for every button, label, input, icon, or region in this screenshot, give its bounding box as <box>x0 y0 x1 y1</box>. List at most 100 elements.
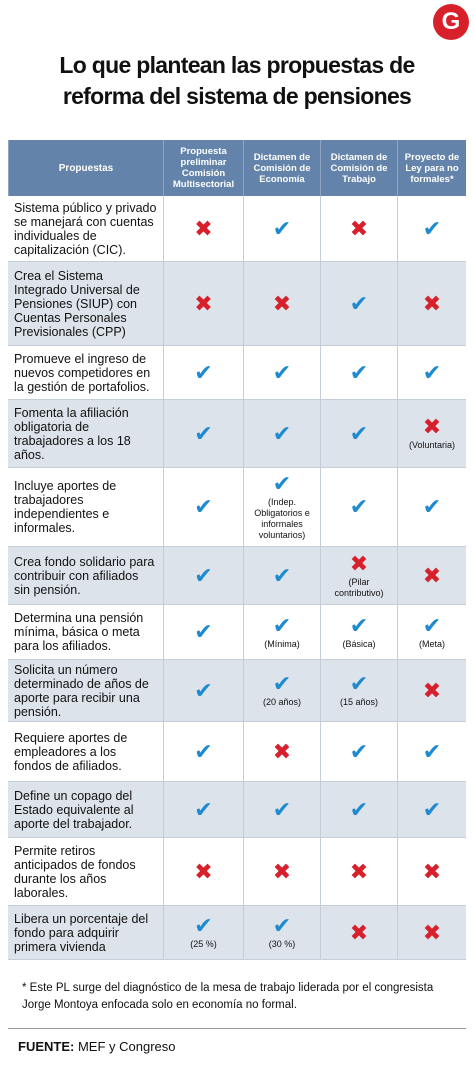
status-cell: ✔ (Mínima) <box>243 605 320 659</box>
status-icon: ✔ <box>349 796 369 822</box>
column-header: Dictamen de Comisión de Economía <box>243 140 320 196</box>
proposal: Fomenta la afiliación obligatoria de tra… <box>14 405 131 462</box>
status-cell: ✖ <box>320 906 397 959</box>
status-note: (25 %) <box>190 939 217 949</box>
status-cell: ✔ <box>397 782 466 837</box>
status-icon: ✔ <box>422 359 442 385</box>
proposal: Libera un porcentaje del fondo para adqu… <box>14 911 149 954</box>
divider <box>8 1028 466 1029</box>
column-header: Proyecto de Ley para no formales* <box>397 140 466 196</box>
status-cell: ✔ <box>163 346 243 399</box>
status-cell: ✖ (Voluntaria) <box>397 400 466 467</box>
status-icon: ✔ <box>349 738 369 764</box>
status-cell: ✖ <box>397 906 466 959</box>
status-cell: ✔ <box>320 722 397 781</box>
status-cell: ✔ <box>397 468 466 546</box>
status-cell: ✖ <box>397 838 466 905</box>
title-line: Lo que plantean las propuestas de <box>59 52 415 78</box>
table-row: Fomenta la afiliación obligatoria de tra… <box>8 400 466 468</box>
status-cell: ✔ <box>243 400 320 467</box>
status-cell: ✔ <box>163 605 243 659</box>
status-icon: ✖ <box>349 550 369 576</box>
status-icon: ✔ <box>194 796 213 822</box>
status-icon: ✖ <box>422 290 442 316</box>
status-cell: ✔ <box>397 196 466 261</box>
table-row: Solicita un número determinado de años d… <box>8 660 466 722</box>
status-icon: ✔ <box>272 420 292 446</box>
proposal: Define un copago del Estado equivalente … <box>14 788 134 831</box>
status-cell: ✔ (20 años) <box>243 660 320 721</box>
status-cell: ✔ <box>243 547 320 604</box>
status-note: (30 %) <box>268 939 296 949</box>
status-icon: ✔ <box>349 671 369 696</box>
status-note: (20 años) <box>262 697 302 707</box>
table-row: Crea fondo solidario para contribuir con… <box>8 547 466 605</box>
status-cell: ✔ <box>163 400 243 467</box>
status-icon: ✔ <box>349 612 369 638</box>
table-row: Crea el Sistema Integrado Universal de P… <box>8 262 466 346</box>
proposal: Permite retiros anticipados de fondos du… <box>14 843 136 900</box>
status-icon: ✔ <box>272 671 292 696</box>
status-icon: ✔ <box>194 494 213 519</box>
proposal: Promueve el ingreso de nuevos competidor… <box>14 351 151 394</box>
status-icon: ✔ <box>422 215 442 241</box>
status-icon: ✔ <box>422 738 442 764</box>
status-icon: ✖ <box>349 858 369 884</box>
status-cell: ✖ (Pilar contributivo) <box>320 547 397 604</box>
status-icon: ✖ <box>422 677 442 703</box>
status-cell: ✖ <box>243 722 320 781</box>
title-line: reforma del sistema de pensiones <box>62 83 412 109</box>
status-note: (Mínima) <box>264 638 300 649</box>
status-icon: ✔ <box>422 494 442 519</box>
status-cell: ✔ <box>163 468 243 546</box>
proposal: Determina una pensión mínima, básica o m… <box>14 611 144 653</box>
status-icon: ✔ <box>349 494 369 519</box>
status-cell: ✔ <box>163 547 243 604</box>
status-cell: ✔ <box>397 346 466 399</box>
status-icon: ✔ <box>349 290 369 316</box>
status-cell: ✖ <box>320 838 397 905</box>
status-icon: ✔ <box>349 359 369 385</box>
status-cell: ✖ <box>397 547 466 604</box>
status-icon: ✖ <box>194 215 213 241</box>
status-note: (Básica) <box>342 638 376 649</box>
table-row: Permite retiros anticipados de fondos du… <box>8 838 466 906</box>
status-icon: ✖ <box>349 919 369 945</box>
table-row: Sistema público y privado se manejará co… <box>8 196 466 262</box>
table-row: Define un copago del Estado equivalente … <box>8 782 466 838</box>
status-cell: ✔ (Básica) <box>320 605 397 659</box>
status-cell: ✔ <box>243 346 320 399</box>
status-cell: ✔ <box>163 782 243 837</box>
status-note: (Pilar contributivo) <box>334 576 384 598</box>
status-cell: ✔ <box>320 346 397 399</box>
status-cell: ✖ <box>163 262 243 345</box>
source-text: MEF y Congreso <box>77 1039 176 1054</box>
status-note: (Meta) <box>418 638 445 649</box>
status-cell: ✔ (30 %) <box>243 906 320 959</box>
column-header: Propuestas <box>8 140 163 196</box>
status-icon: ✔ <box>272 359 292 385</box>
status-cell: ✔ <box>243 782 320 837</box>
status-icon: ✔ <box>194 738 213 764</box>
status-cell: ✔ (25 %) <box>163 906 243 959</box>
status-cell: ✔ <box>320 782 397 837</box>
footnote: * Este PL surge del diagnóstico de la me… <box>22 982 434 1011</box>
status-note: (Indep. Obligatorios e informales volunt… <box>254 497 310 540</box>
source: FUENTE: MEF y Congreso <box>18 1039 176 1054</box>
status-cell: ✔ <box>320 468 397 546</box>
status-icon: ✔ <box>194 562 213 588</box>
status-cell: ✔ <box>397 722 466 781</box>
status-cell: ✔ (Meta) <box>397 605 466 659</box>
proposal: Crea fondo solidario para contribuir con… <box>14 554 155 597</box>
status-icon: ✔ <box>272 471 292 496</box>
table: Propuestas Propuesta preliminar Comisión … <box>8 140 466 960</box>
status-cell: ✖ <box>163 838 243 905</box>
status-icon: ✖ <box>194 858 213 884</box>
status-icon: ✖ <box>422 414 442 439</box>
status-cell: ✔ <box>163 722 243 781</box>
status-icon: ✖ <box>422 919 442 945</box>
proposal: Requiere aportes de empleadores a los fo… <box>14 730 128 773</box>
status-note: (Voluntaria) <box>408 440 456 450</box>
status-icon: ✖ <box>422 562 442 588</box>
